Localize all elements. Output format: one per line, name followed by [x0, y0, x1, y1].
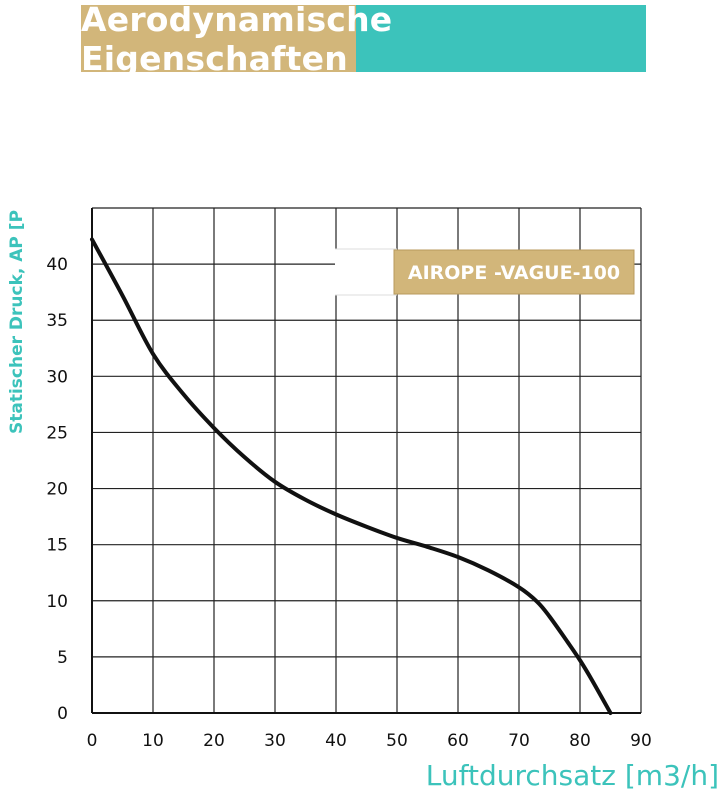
legend-white-bg	[335, 249, 397, 295]
x-tick-label: 60	[447, 731, 469, 751]
legend-label: AIROPE -VAGUE-100	[408, 262, 620, 284]
y-tick-label: 0	[57, 704, 68, 724]
y-tick-label: 35	[46, 311, 68, 331]
x-tick-label: 80	[569, 731, 591, 751]
x-axis-label: Luftdurchsatz [m3/h]	[426, 759, 719, 792]
y-tick-label: 10	[46, 592, 68, 612]
title-banner: Aerodynamische Eigenschaften	[81, 0, 646, 78]
x-tick-label: 70	[508, 731, 530, 751]
x-tick-label: 30	[264, 731, 286, 751]
x-tick-label: 50	[386, 731, 408, 751]
x-tick-label: 0	[87, 731, 98, 751]
chart-title: Aerodynamische Eigenschaften	[81, 0, 393, 78]
x-tick-label: 90	[630, 731, 652, 751]
y-tick-label: 5	[57, 648, 68, 668]
y-tick-label: 20	[46, 480, 68, 500]
y-tick-label: 25	[46, 423, 68, 443]
x-tick-label: 20	[203, 731, 225, 751]
x-tick-label: 10	[142, 731, 164, 751]
series-line	[90, 237, 613, 715]
y-axis-label: Statischer Druck, AP [P	[7, 210, 27, 434]
y-tick-label: 15	[46, 536, 68, 556]
legend-box	[393, 249, 635, 295]
y-tick-label: 30	[46, 367, 68, 387]
y-tick-label: 40	[46, 255, 68, 275]
x-tick-label: 40	[325, 731, 347, 751]
